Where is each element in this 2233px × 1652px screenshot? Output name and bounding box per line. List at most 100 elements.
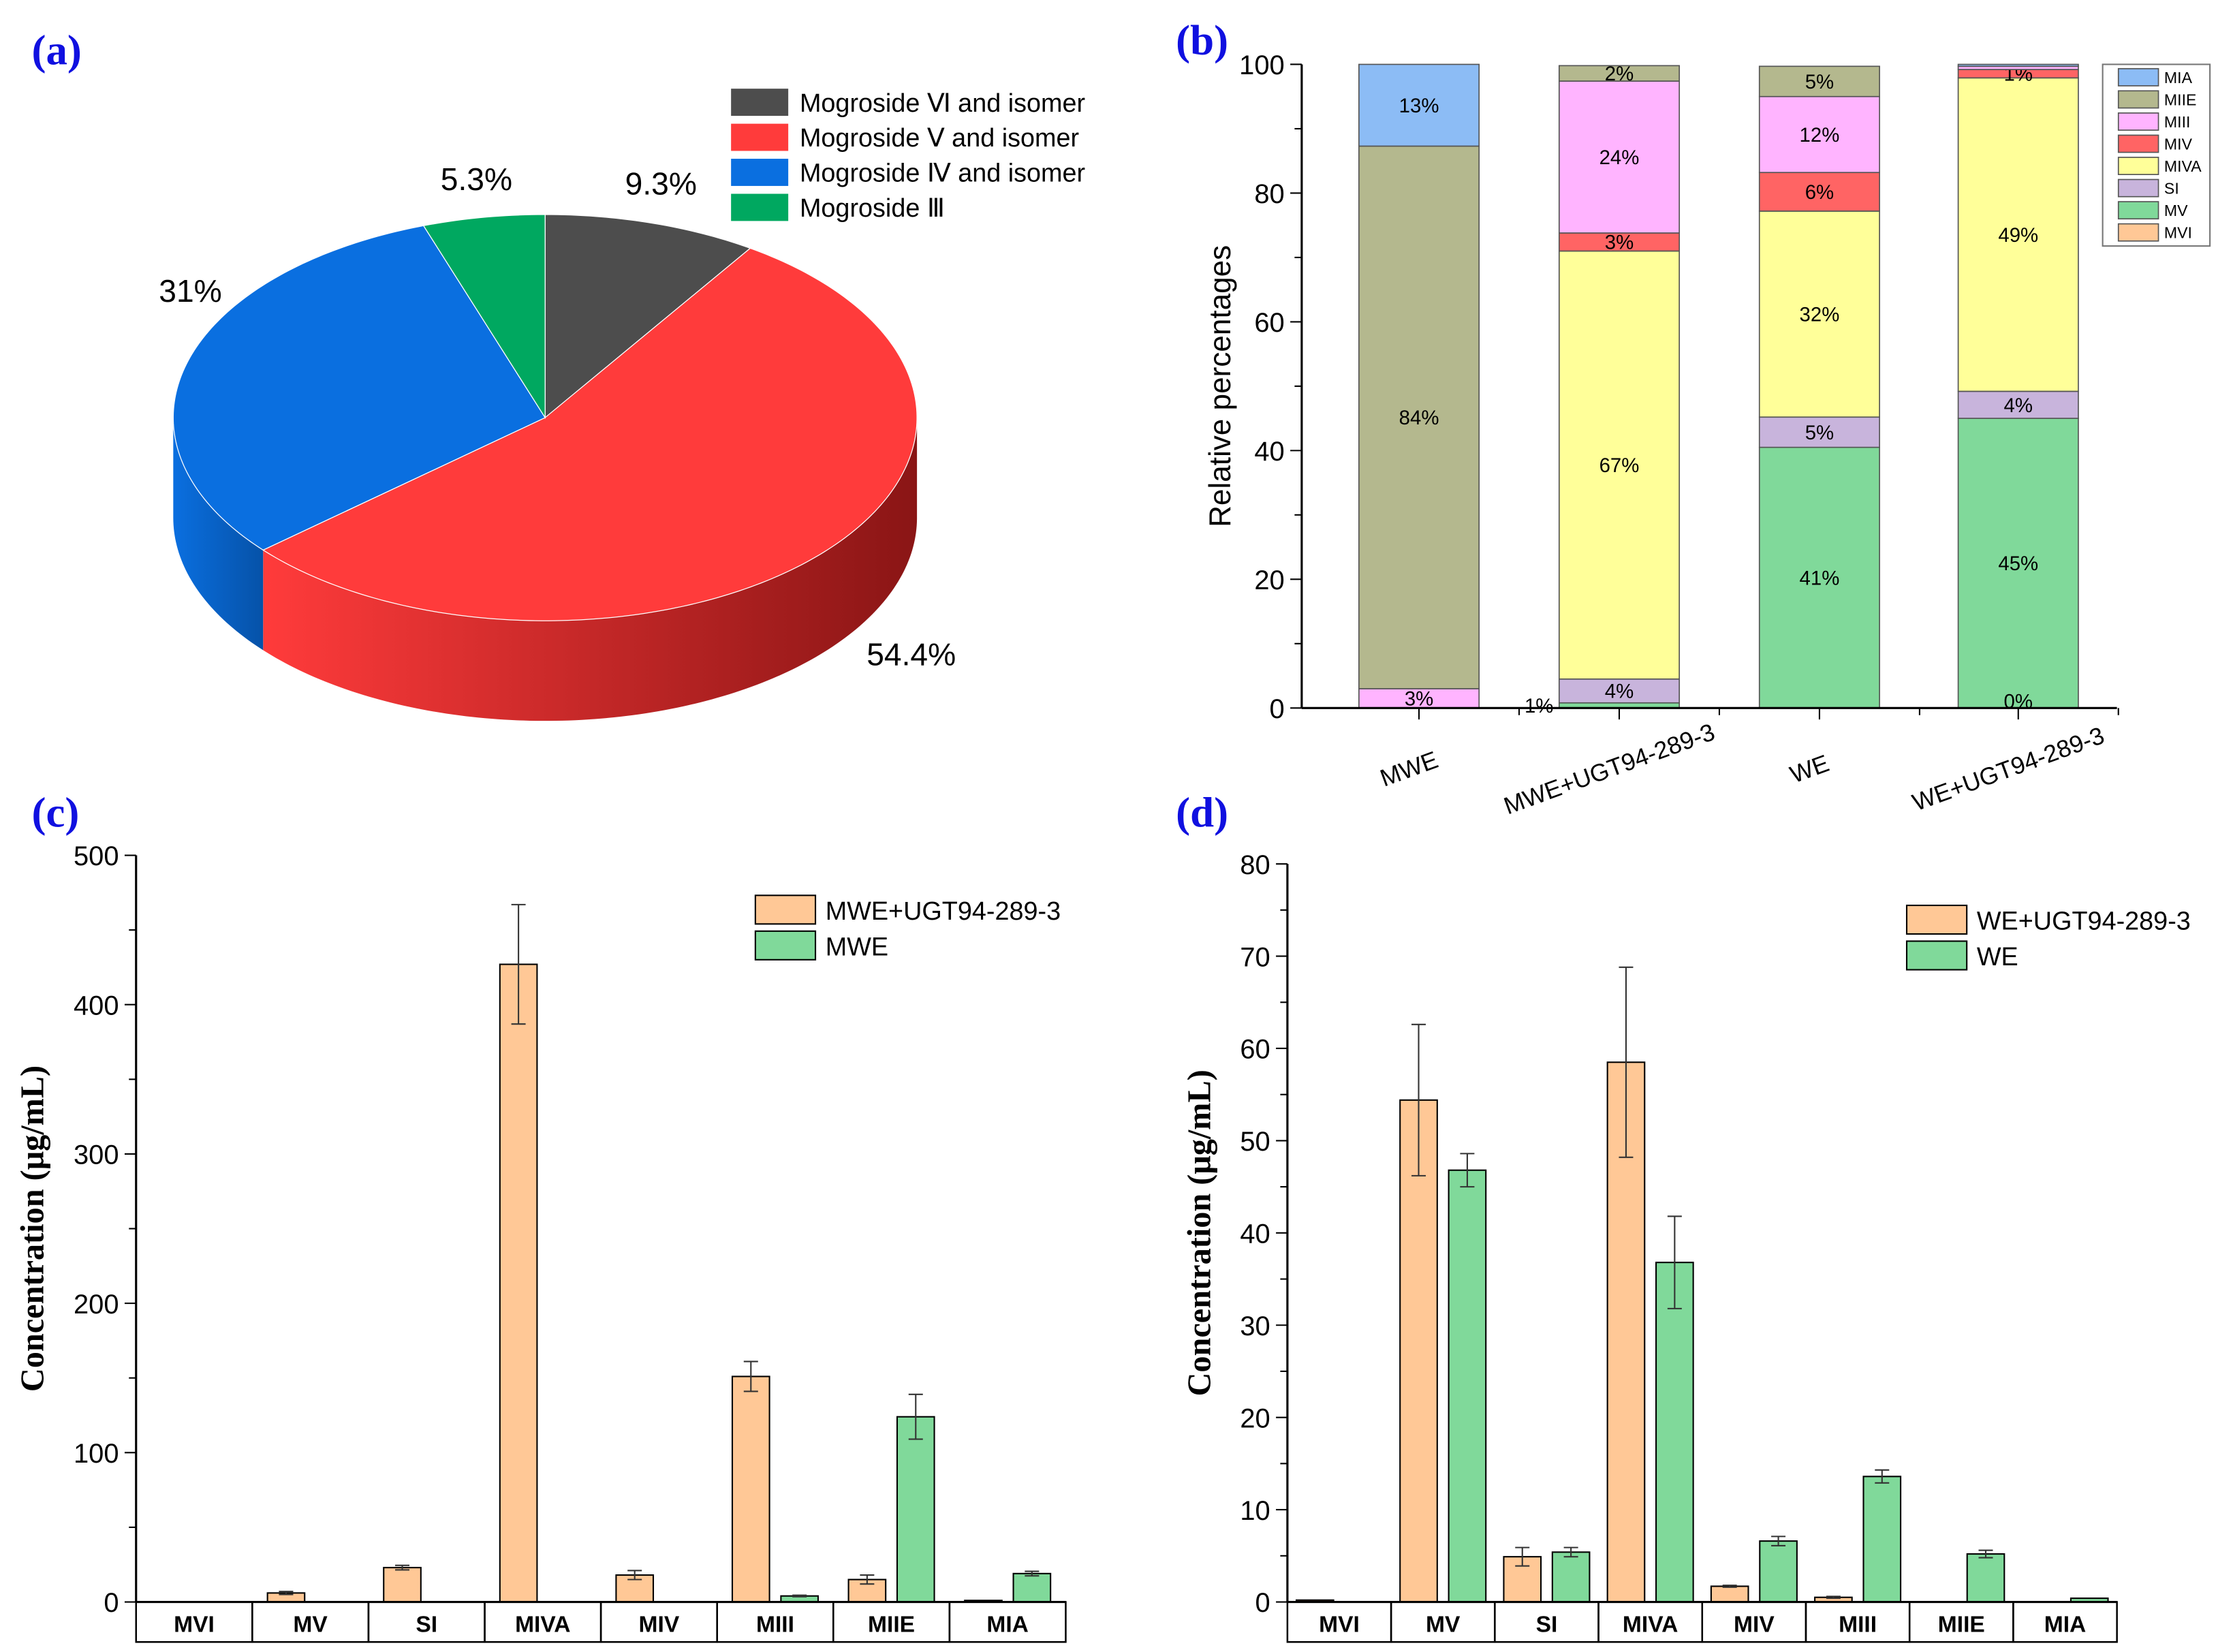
pie-value-label: 54.4% xyxy=(866,636,956,672)
x-tick-label: MIII xyxy=(1839,1612,1877,1638)
legend-label: Mogroside Ⅳ and isomer xyxy=(800,159,1085,188)
x-tick-label: MIIE xyxy=(868,1612,915,1638)
x-tick-label: MIIE xyxy=(1938,1612,1985,1638)
y-tick-label: 50 xyxy=(1240,1127,1270,1157)
stacked-segment-SI xyxy=(1957,390,2079,419)
y-tick-label: 100 xyxy=(1239,50,1285,80)
x-tick-label: MIA xyxy=(986,1612,1029,1638)
y-tick-label: 60 xyxy=(1240,1035,1270,1065)
x-tick-label: SI xyxy=(1536,1612,1558,1638)
y-tick-label: 500 xyxy=(74,841,119,871)
stacked-segment-MIVA xyxy=(1758,211,1880,418)
stacked-segment-MIVA xyxy=(1957,77,2079,392)
y-tick-label: 40 xyxy=(1254,437,1284,467)
bar-WE+UGT94-289-3 xyxy=(1710,1585,1749,1603)
stacked-segment-MIII xyxy=(1358,688,1480,709)
x-tick-label: MVI xyxy=(174,1612,215,1638)
segment-label: 41% xyxy=(1800,567,1840,589)
legend-swatch xyxy=(731,89,789,116)
x-tick-label: SI xyxy=(416,1612,437,1638)
legend-swatch xyxy=(2117,134,2159,153)
legend-label: MIIE xyxy=(2164,91,2196,108)
segment-label: 84% xyxy=(1399,407,1439,429)
y-tick-label: 80 xyxy=(1254,179,1284,209)
legend-swatch xyxy=(1905,904,1968,935)
segment-label: 24% xyxy=(1599,146,1640,169)
panel-label-c: (c) xyxy=(31,789,79,837)
legend-label: WE+UGT94-289-3 xyxy=(1977,907,2191,936)
y-tick-label: 0 xyxy=(1255,1588,1270,1618)
stacked-segment-SI xyxy=(1758,416,1880,448)
bar-WE xyxy=(1655,1262,1694,1603)
stacked-segment-MIV xyxy=(1758,172,1880,212)
x-tick-label: MVI xyxy=(1319,1612,1360,1638)
bar-MWE xyxy=(896,1416,935,1603)
bar-WE xyxy=(1551,1551,1591,1603)
stacked-segment-MIA xyxy=(1358,63,1480,147)
segment-label: 13% xyxy=(1399,95,1439,117)
legend-label: MIV xyxy=(2164,135,2193,153)
segment-label: 5% xyxy=(1805,422,1834,444)
legend-swatch xyxy=(1905,940,1968,971)
stacked-segment-MIIE xyxy=(1558,65,1681,82)
x-tick-label: MIV xyxy=(1734,1612,1775,1638)
x-tick-label: MIVA xyxy=(515,1612,570,1638)
stacked-segment-MIVA xyxy=(1558,250,1681,680)
stacked-segment-MV xyxy=(1957,418,2079,709)
bar-chart-c: MVI MV SI MIVA MIV MIII MIIE MIA 0 100 200 300 400 50… xyxy=(14,841,1067,1643)
segment-label: 32% xyxy=(1800,304,1840,326)
stacked-segment-MIII xyxy=(1558,80,1681,234)
y-tick-label: 60 xyxy=(1254,308,1284,338)
x-tick-label: MIVA xyxy=(1623,1612,1678,1638)
stacked-segment-MIIE xyxy=(1358,145,1480,689)
x-tick-label: WE+UGT94-289-3 xyxy=(1909,721,2108,816)
legend-label: Mogroside Ⅴ and isomer xyxy=(800,124,1079,153)
y-tick-label: 40 xyxy=(1240,1219,1270,1249)
panel-label-b: (b) xyxy=(1176,16,1228,64)
stacked-bar-chart-b: 3% 84% 13% MWE 1% 4% 67% 3% 24% 2% MWE+UGT94-289-3… xyxy=(1204,50,2211,820)
bar-WE xyxy=(1759,1540,1798,1603)
segment-label: 3% xyxy=(1405,688,1433,711)
legend-swatch xyxy=(754,894,817,925)
legend-swatch xyxy=(2117,90,2159,109)
x-tick-label: MWE xyxy=(1377,746,1442,792)
y-tick-label: 300 xyxy=(74,1140,119,1170)
y-tick-label: 100 xyxy=(74,1439,119,1469)
y-tick-label: 30 xyxy=(1240,1311,1270,1341)
y-tick-label: 20 xyxy=(1254,565,1284,595)
segment-label: 5% xyxy=(1805,71,1834,93)
legend-label: MV xyxy=(2164,202,2188,219)
y-axis-label: Concentration (μg/mL) xyxy=(14,1065,50,1392)
x-tick-label: WE xyxy=(1786,749,1832,788)
segment-label: 45% xyxy=(1998,552,2038,575)
legend-label: MIVA xyxy=(2164,157,2202,175)
legend-swatch xyxy=(731,123,789,151)
legend-swatch xyxy=(2117,201,2159,220)
pie-slice-0 xyxy=(544,214,751,419)
x-tick-label: MIA xyxy=(2044,1612,2087,1638)
legend-label: MWE xyxy=(826,933,888,962)
legend-swatch xyxy=(2117,112,2159,131)
pie-value-label: 31% xyxy=(159,273,221,309)
pie-value-label: 5.3% xyxy=(441,161,512,197)
y-axis-label: Concentration (μg/mL) xyxy=(1182,1070,1218,1396)
legend-label: MVI xyxy=(2164,224,2192,242)
legend-swatch xyxy=(754,930,817,961)
pie-slice-3 xyxy=(422,214,546,420)
bar-MWE+UGT94-289-3 xyxy=(731,1375,770,1603)
y-tick-label: 70 xyxy=(1240,942,1270,972)
pie-slice-1 xyxy=(262,247,918,621)
x-tick-label: MV xyxy=(293,1612,328,1638)
bar-chart-d: MVI MV SI MIVA MIV MIII MIIE MIA 0 10 20 30 40 50 60 70… xyxy=(1182,850,2191,1643)
segment-label: 4% xyxy=(1605,681,1634,703)
pie-slice-2 xyxy=(172,225,546,551)
panel-label-d: (d) xyxy=(1176,789,1228,837)
y-tick-label: 20 xyxy=(1240,1403,1270,1433)
x-tick-label: MV xyxy=(1426,1612,1461,1638)
pie-side-1 xyxy=(263,418,918,721)
segment-label: 3% xyxy=(1605,232,1634,254)
legend-swatch xyxy=(731,193,789,221)
y-tick-label: 200 xyxy=(74,1290,119,1320)
segment-label: 1% xyxy=(1525,695,1553,717)
